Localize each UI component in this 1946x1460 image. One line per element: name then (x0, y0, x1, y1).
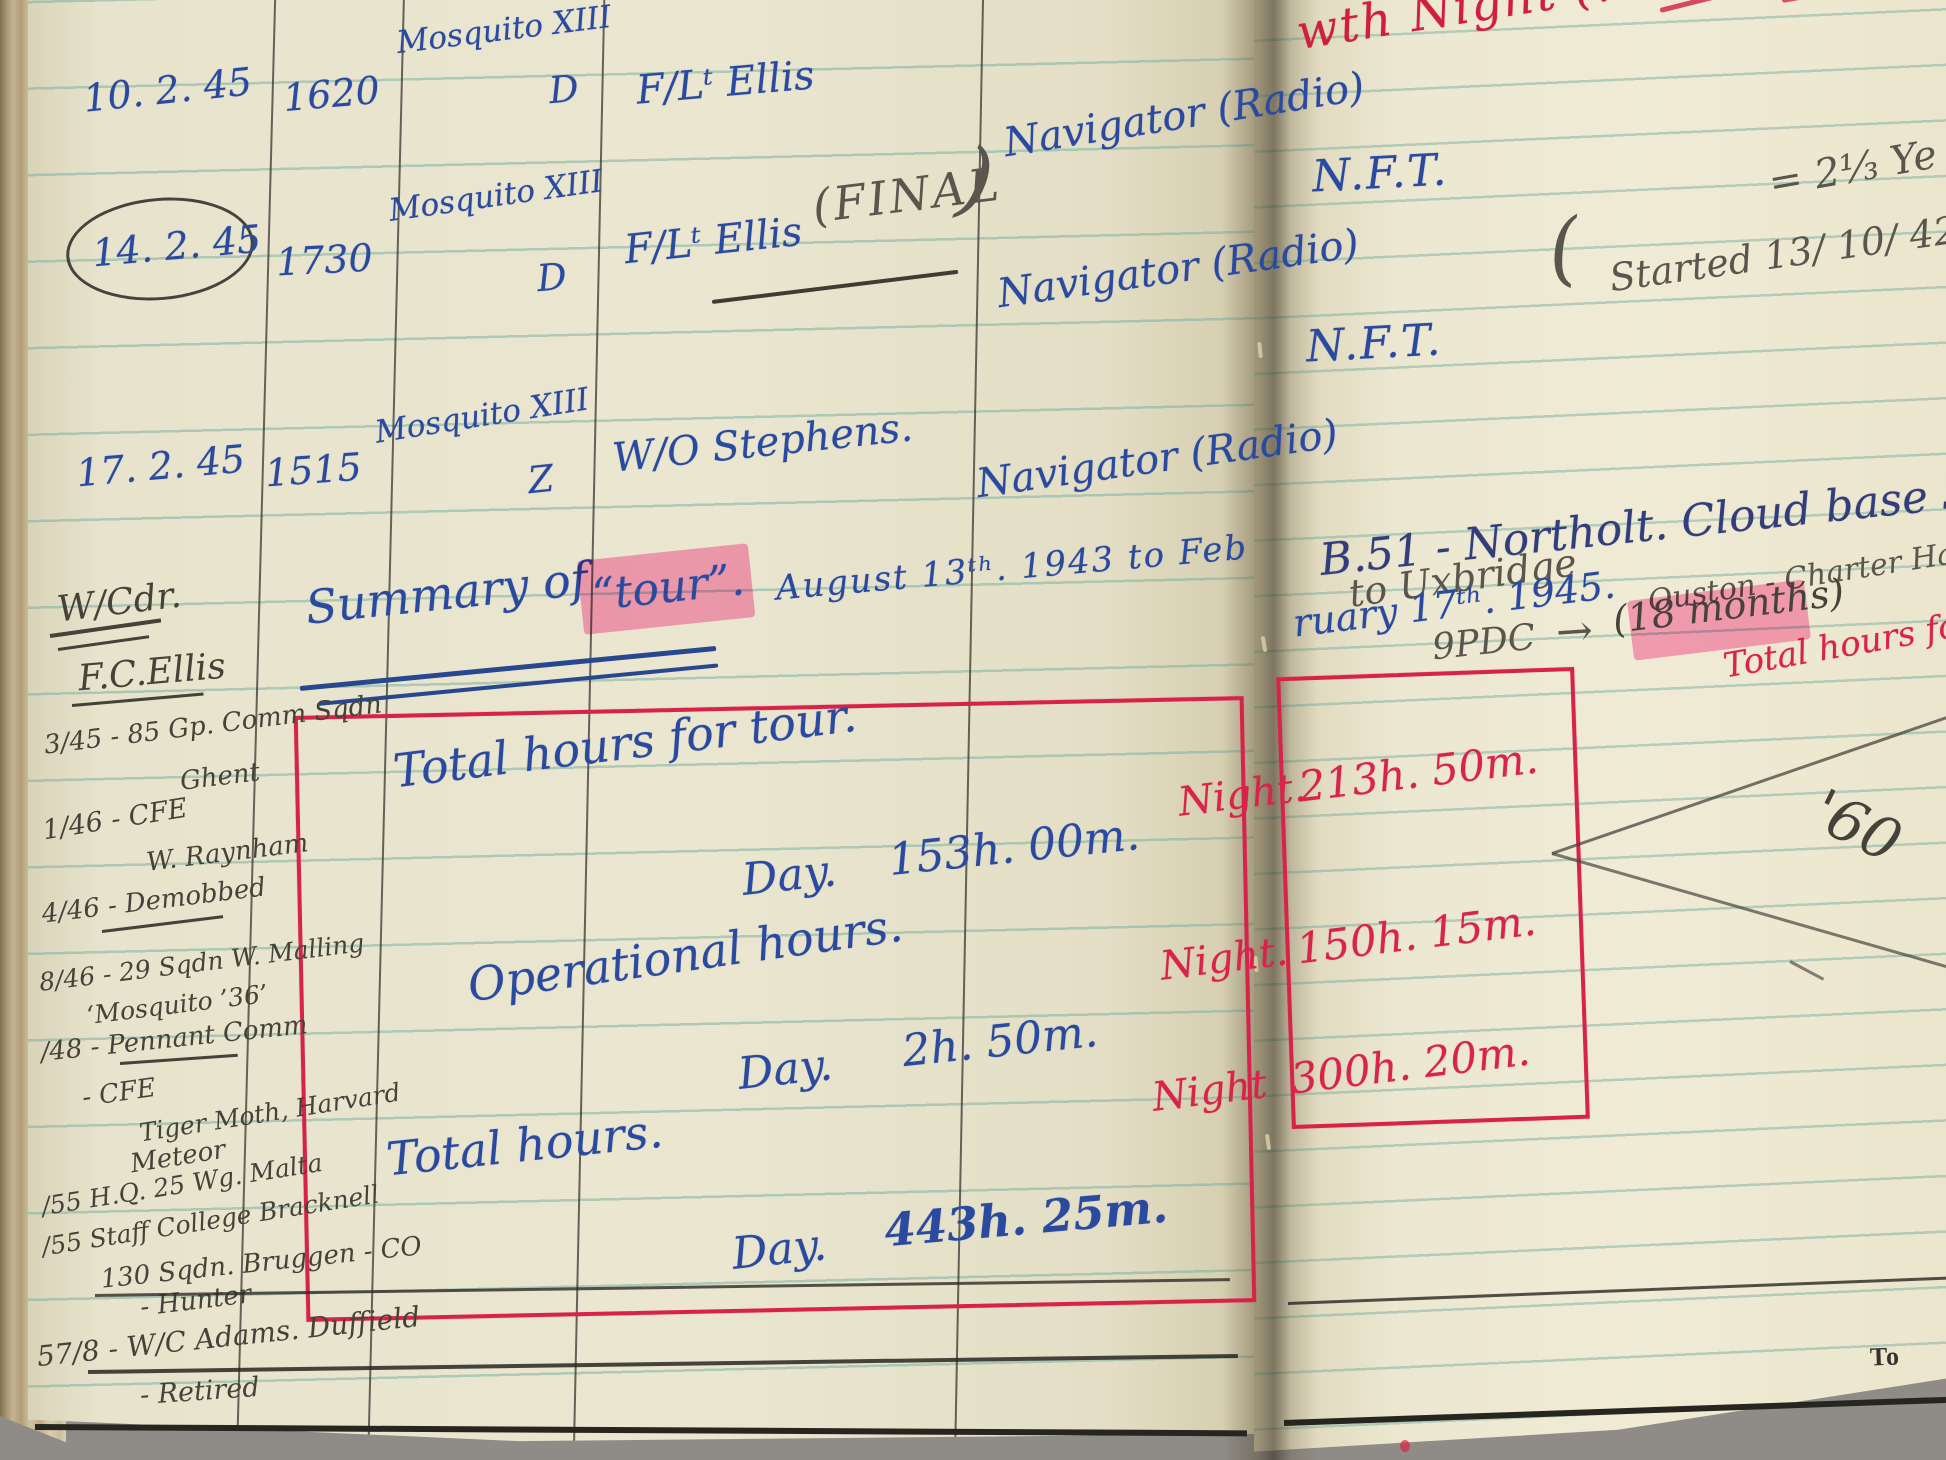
log-date: 10. 2. 45 (81, 59, 255, 121)
log-aircraft: Mosquito XIII (386, 163, 606, 229)
pencil-sketch-line (1551, 852, 1946, 971)
log-time: 1515 (263, 444, 364, 496)
margin-note: 4/46 - Demobbed (40, 872, 268, 930)
log-pilot: W/O Stephens. (610, 404, 915, 482)
page-bottom-rule-left (34, 1424, 1247, 1437)
margin-note: - CFE (80, 1072, 158, 1114)
signature-name: F.C.Ellis (76, 645, 228, 700)
log-aircraft-letter: D (535, 254, 569, 301)
log-duty: Navigator (Radio) (973, 410, 1341, 508)
summary-date-range: August 13ᵗʰ. 1943 to Feb (774, 527, 1250, 609)
red-ink-stroke (1659, 0, 1768, 13)
log-aircraft-letter: Z (525, 456, 556, 503)
signature-underline (57, 635, 150, 651)
pencil-sketch-label: '60 (1801, 775, 1913, 877)
log-aircraft-letter: D (547, 66, 581, 113)
log-time: 1620 (281, 67, 382, 121)
printed-totals-label: To (1869, 1341, 1901, 1372)
summary-day-label: Day. (739, 845, 839, 906)
log-aircraft: Mosquito XIII (394, 0, 614, 62)
red-ink-note-clipped: wth Night (… (1292, 0, 1649, 62)
log-date: 17. 2. 45 (74, 436, 247, 496)
log-time: 1730 (274, 235, 374, 285)
margin-note: Ghent (178, 757, 262, 797)
left-page (28, 0, 1254, 1442)
final-annotation-paren: ) (952, 128, 1001, 230)
pencil-sketch-tick (1789, 960, 1825, 981)
log-pilot: F/Lᵗ Ellis (622, 208, 805, 274)
book-spine-gutter (1222, 0, 1318, 1460)
log-duty: Navigator (Radio) (994, 220, 1362, 318)
log-pilot: F/Lᵗ Ellis (634, 52, 817, 114)
red-ink-stroke (1781, 0, 1876, 3)
pencil-rule-line (87, 1353, 1238, 1374)
margin-note: W. Raynham (144, 828, 310, 878)
pencil-paren: ( (1543, 200, 1584, 297)
margin-note: 1/46 - CFE (40, 792, 190, 847)
signature-rank: W/Cdr. (54, 574, 184, 631)
margin-note: - Retired (139, 1371, 261, 1412)
summary-day-label: Day. (735, 1039, 835, 1100)
pencil-started-note: Started 13/ 10/ 42 (1606, 207, 1946, 301)
pencil-underline (711, 269, 959, 304)
page-bottom-rule-right (1283, 1396, 1946, 1426)
remark-nft-2: N.F.T. (1304, 314, 1444, 373)
log-aircraft: Mosquito XIII (372, 381, 592, 451)
red-ink-speck (1400, 1440, 1410, 1452)
pencil-duration-note: = 2⅓ Ye (1765, 131, 1941, 207)
page-rule-right (1287, 1276, 1946, 1305)
remark-nft-1: N.F.T. (1310, 144, 1450, 203)
summary-day-label: Day. (729, 1219, 829, 1280)
right-page (1254, 0, 1946, 1452)
summary-title: Summary of (302, 551, 591, 635)
